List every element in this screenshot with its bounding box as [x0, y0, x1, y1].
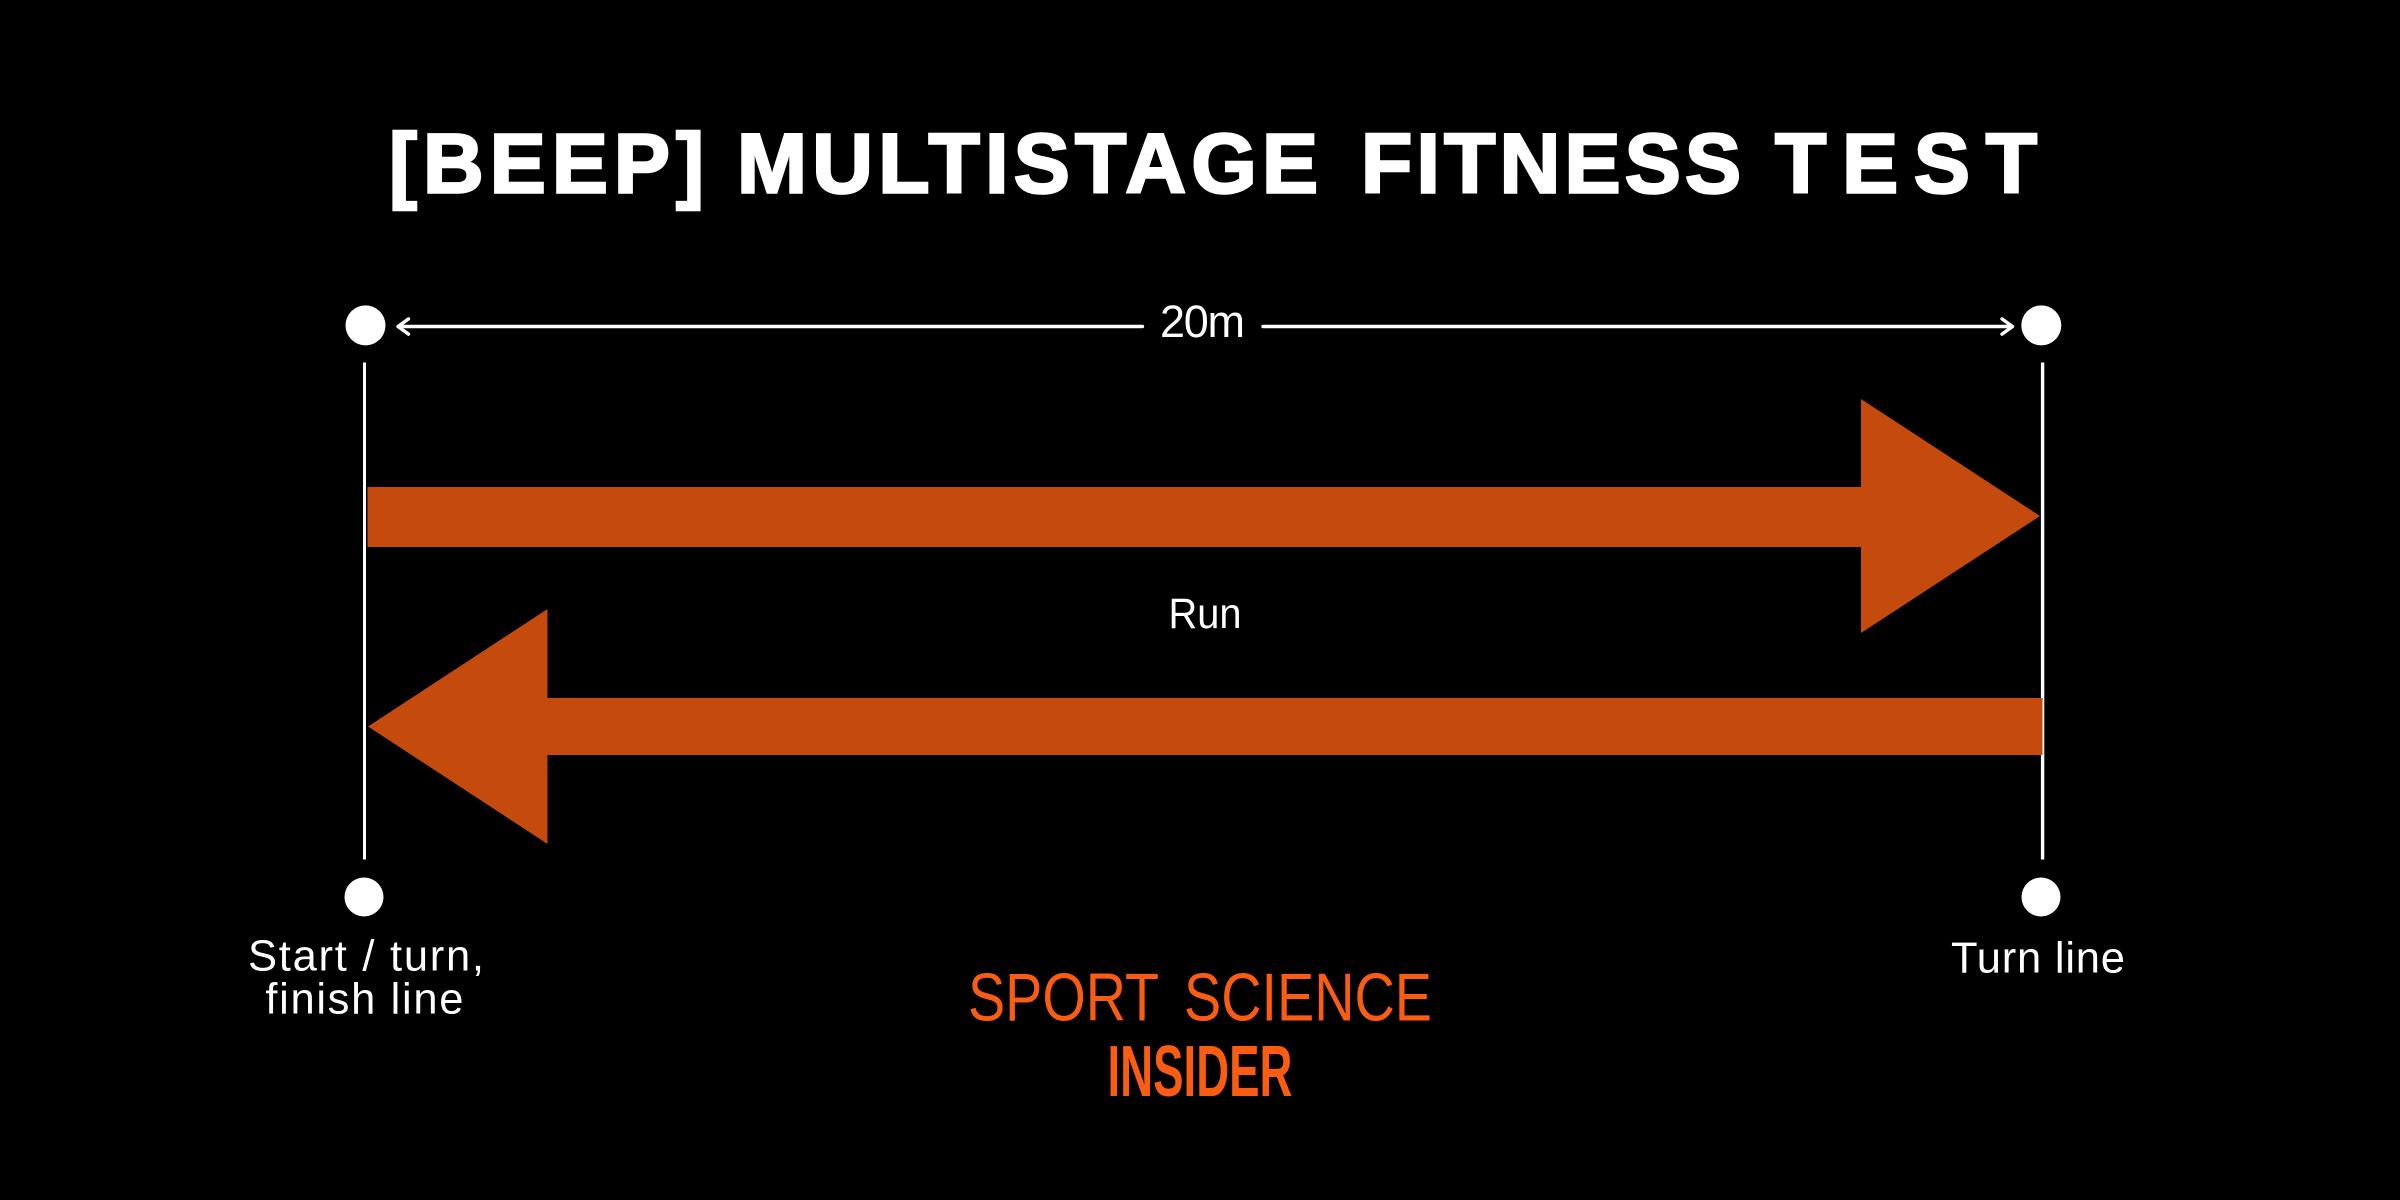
- svg-text:20m: 20m: [1160, 296, 1245, 347]
- svg-text:SCIENCE: SCIENCE: [1184, 960, 1432, 1036]
- svg-text:INSIDER: INSIDER: [1108, 1032, 1293, 1112]
- svg-text:MULTISTAGE: MULTISTAGE: [737, 117, 1318, 211]
- svg-text:Start / turn,: Start / turn,: [248, 933, 484, 981]
- svg-text:FITNESS: FITNESS: [1361, 117, 1741, 211]
- svg-text:Run: Run: [1169, 590, 1242, 638]
- svg-text:finish line: finish line: [265, 975, 463, 1023]
- svg-text:SPORT: SPORT: [968, 960, 1159, 1036]
- svg-text:Turn line: Turn line: [1951, 935, 2125, 983]
